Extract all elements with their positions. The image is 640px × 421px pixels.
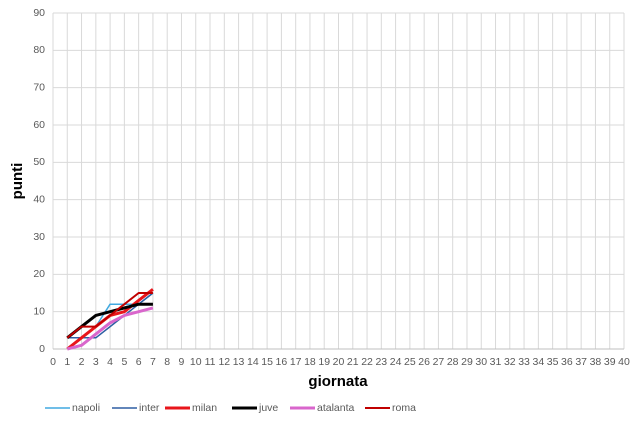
x-tick-label: 35 [547,356,559,368]
x-tick-label: 3 [93,356,99,368]
x-tick-label: 39 [604,356,616,368]
legend-label: juve [258,402,278,414]
x-tick-label: 11 [205,356,216,368]
x-tick-label: 24 [390,356,402,368]
x-tick-label: 1 [64,356,70,368]
y-tick-label: 60 [33,119,45,131]
x-tick-label: 32 [504,356,516,368]
x-tick-label: 19 [318,356,330,368]
y-tick-label: 0 [39,343,45,355]
x-tick-label: 34 [533,356,545,368]
x-tick-label: 7 [150,356,156,368]
legend-label: atalanta [317,402,355,414]
y-tick-label: 30 [33,231,45,243]
x-tick-label: 28 [447,356,459,368]
x-tick-label: 16 [276,356,288,368]
x-tick-label: 18 [304,356,316,368]
x-tick-label: 21 [347,356,359,368]
y-tick-label: 80 [33,44,45,56]
x-tick-label: 8 [164,356,170,368]
x-tick-label: 20 [333,356,345,368]
y-tick-label: 40 [33,193,45,205]
x-tick-label: 33 [518,356,530,368]
x-tick-label: 38 [590,356,602,368]
x-tick-label: 15 [261,356,273,368]
legend-label: inter [139,402,160,414]
x-tick-label: 14 [247,356,259,368]
x-tick-label: 6 [136,356,142,368]
series-line [66,292,153,339]
x-tick-label: 0 [50,356,56,368]
x-tick-label: 29 [461,356,473,368]
x-tick-label: 26 [418,356,430,368]
y-tick-label: 70 [33,81,45,93]
x-tick-label: 36 [561,356,573,368]
x-tick-label: 2 [79,356,85,368]
y-tick-label: 50 [33,156,45,168]
legend-label: milan [192,402,217,414]
x-axis-title: giornata [308,373,368,390]
y-tick-label: 10 [33,305,45,317]
x-tick-label: 17 [290,356,302,368]
x-tick-label: 13 [233,356,245,368]
x-tick-label: 5 [121,356,127,368]
x-tick-label: 31 [490,356,502,368]
x-tick-label: 30 [475,356,487,368]
x-tick-label: 12 [218,356,230,368]
x-tick-label: 27 [433,356,445,368]
y-tick-label: 20 [33,268,45,280]
x-tick-label: 25 [404,356,416,368]
x-tick-label: 22 [361,356,373,368]
x-tick-label: 40 [618,356,630,368]
x-tick-label: 37 [575,356,587,368]
x-tick-label: 10 [190,356,202,368]
y-tick-label: 90 [33,7,45,19]
legend-label: roma [392,402,416,414]
x-tick-label: 23 [375,356,387,368]
series-line [66,306,154,351]
x-tick-label: 9 [179,356,185,368]
x-tick-label: 4 [107,356,113,368]
legend-label: napoli [72,402,100,414]
y-axis-title: punti [9,163,26,200]
